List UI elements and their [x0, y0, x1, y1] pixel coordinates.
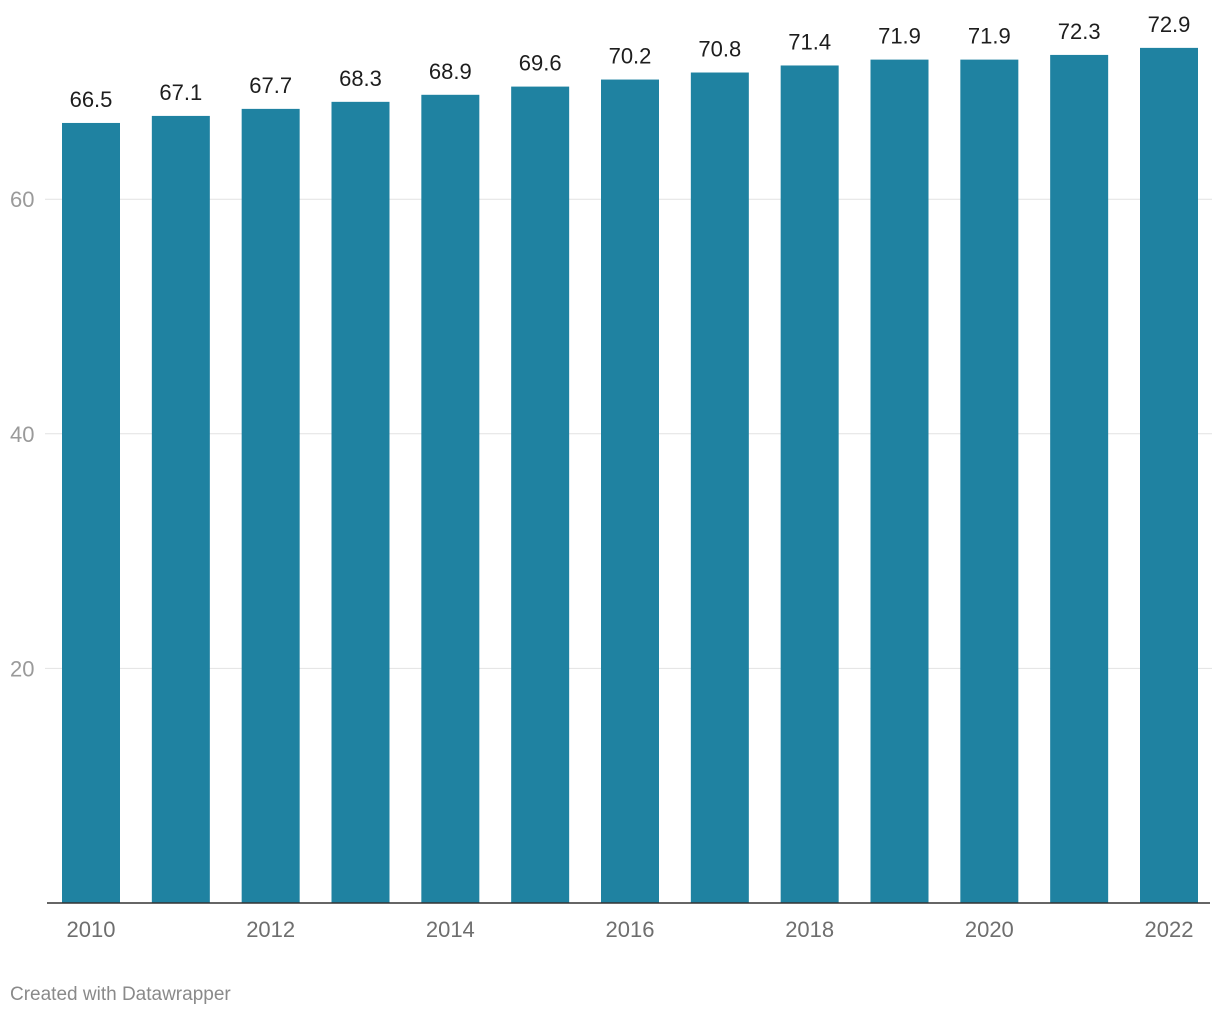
- data-label: 70.8: [698, 37, 741, 62]
- data-label: 68.3: [339, 66, 382, 91]
- bar-2012[interactable]: [241, 108, 300, 903]
- axes: 20 40 60 2010 2012 2014 2016 2018 2020 2022: [10, 187, 1210, 942]
- y-tick-label: 60: [10, 187, 34, 212]
- bar-2020[interactable]: [960, 59, 1019, 904]
- x-tick-label: 2016: [606, 917, 655, 942]
- y-tick-label: 40: [10, 422, 34, 447]
- bars: [62, 47, 1198, 904]
- x-tick-label: 2012: [246, 917, 295, 942]
- x-tick-label: 2020: [965, 917, 1014, 942]
- data-label: 67.7: [249, 73, 292, 98]
- bar-2018[interactable]: [780, 65, 839, 903]
- bar-2017[interactable]: [690, 72, 749, 904]
- data-label: 67.1: [159, 80, 202, 105]
- data-label: 71.9: [968, 24, 1011, 49]
- data-label: 71.9: [878, 24, 921, 49]
- bar-2016[interactable]: [601, 79, 659, 903]
- y-tick-label: 20: [10, 656, 34, 681]
- data-label: 71.4: [788, 29, 831, 54]
- data-label: 72.9: [1148, 12, 1191, 37]
- bar-2019[interactable]: [870, 59, 929, 904]
- chart-credit[interactable]: Created with Datawrapper: [10, 984, 231, 1005]
- data-labels: 66.5 67.1 67.7 68.3 68.9 69.6 70.2 70.8 71.4 71.9…: [70, 12, 1191, 112]
- bar-2015[interactable]: [511, 86, 570, 904]
- bar-2013[interactable]: [331, 101, 390, 903]
- data-label: 69.6: [519, 51, 562, 76]
- data-label: 70.2: [609, 44, 652, 69]
- bar-2021[interactable]: [1050, 54, 1109, 903]
- bar-chart: 66.5 67.1 67.7 68.3 68.9 69.6 70.2 70.8 71.4 71.9…: [10, 12, 1212, 942]
- x-tick-label: 2018: [785, 917, 834, 942]
- data-label: 72.3: [1058, 19, 1101, 44]
- data-label: 68.9: [429, 59, 472, 84]
- bar-2014[interactable]: [421, 94, 480, 904]
- bar-2011[interactable]: [151, 115, 210, 904]
- x-tick-label: 2010: [67, 917, 116, 942]
- x-tick-label: 2014: [426, 917, 475, 942]
- x-tick-label: 2022: [1145, 917, 1194, 942]
- bar-2022[interactable]: [1140, 47, 1198, 904]
- bar-2010[interactable]: [62, 122, 120, 903]
- data-label: 66.5: [70, 87, 113, 112]
